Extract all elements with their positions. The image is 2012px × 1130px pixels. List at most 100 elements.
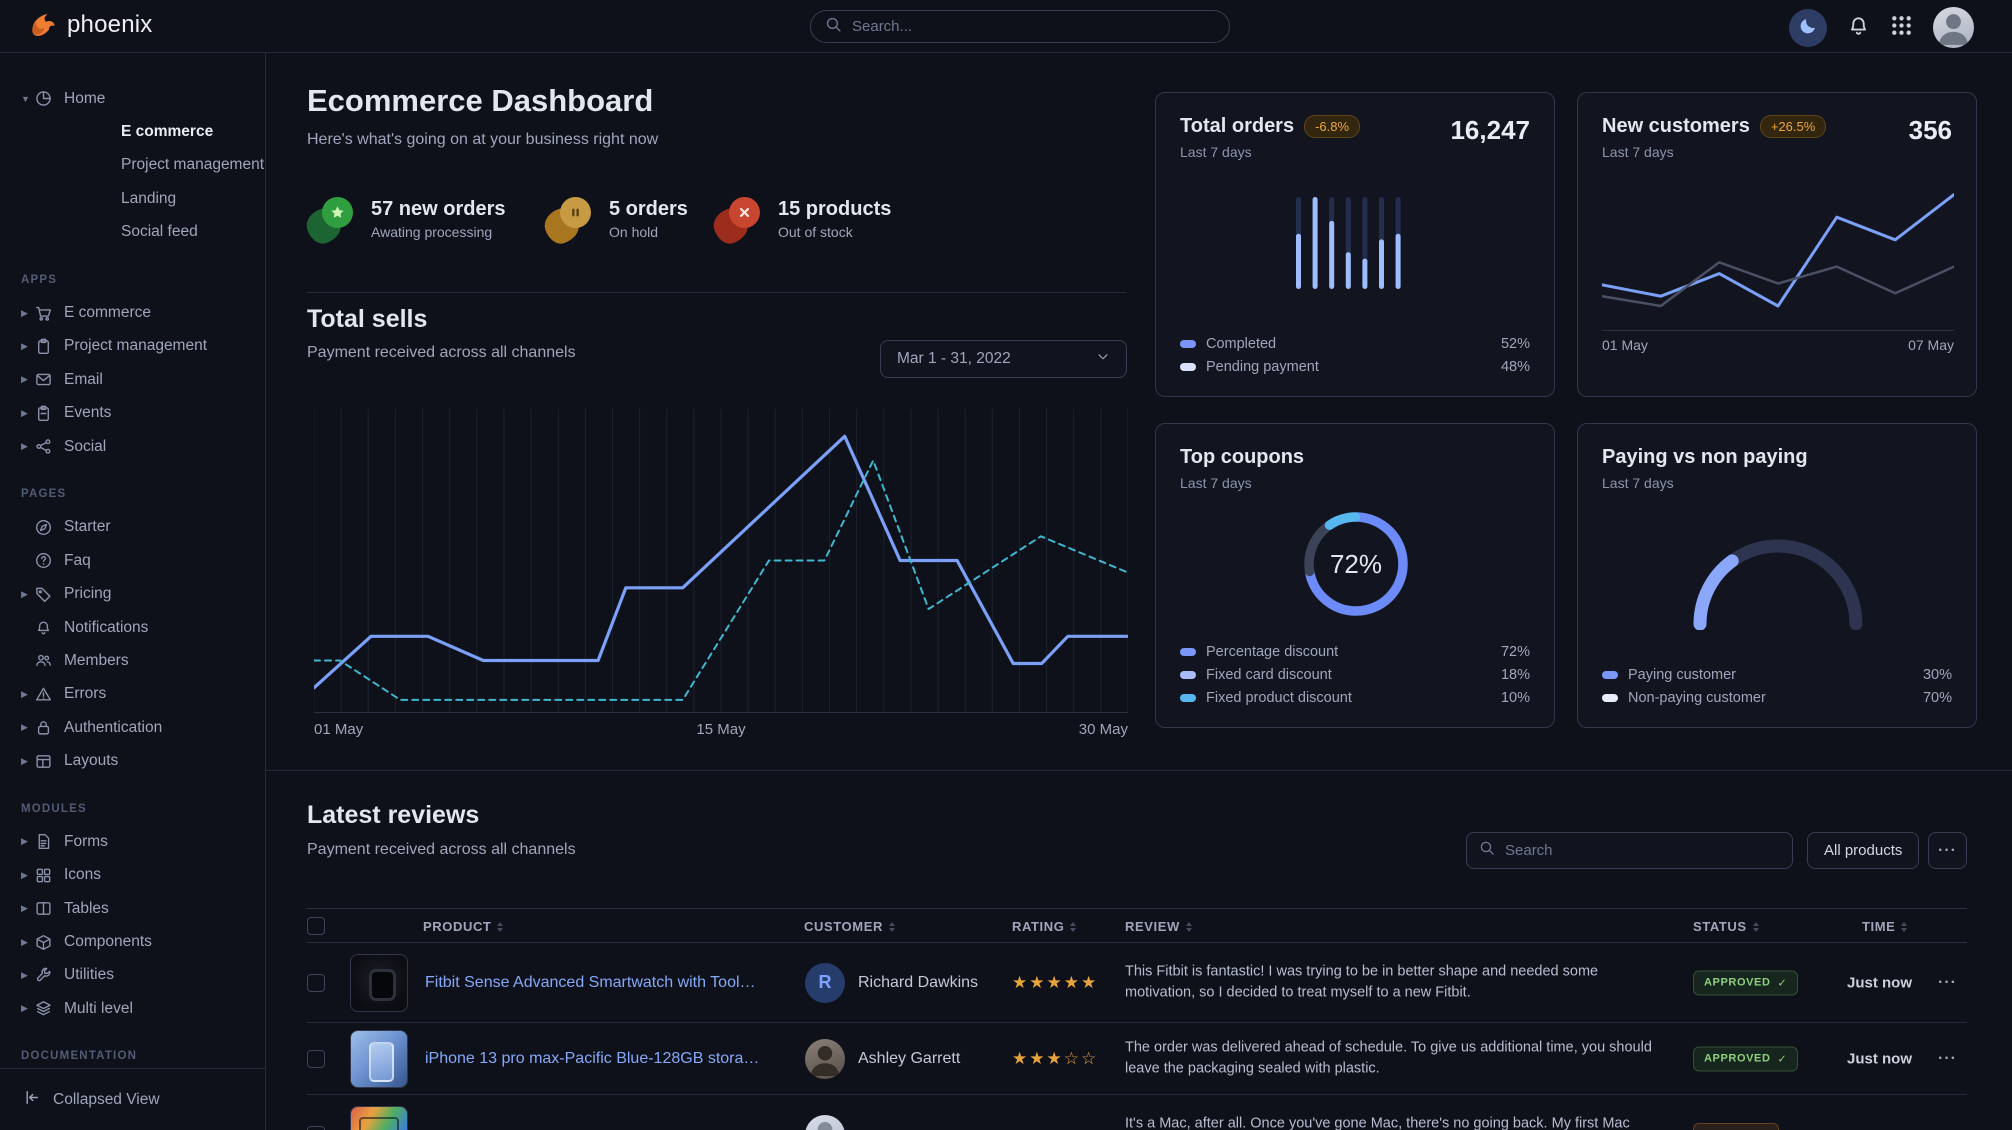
legend-item: Percentage discount 72%: [1180, 640, 1530, 663]
sidebar-item-label: Notifications: [64, 618, 149, 636]
sidebar-item-e-commerce[interactable]: E commerce: [0, 115, 265, 148]
product-link[interactable]: Fitbit Sense Advanced Smartwatch with To…: [425, 973, 760, 991]
row-checkbox[interactable]: [307, 973, 325, 992]
column-header-review[interactable]: REVIEW: [1125, 909, 1192, 944]
caret-icon: ▶: [21, 755, 28, 766]
product-link[interactable]: iPhone 13 pro max-Pacific Blue-128GB sto…: [425, 1049, 760, 1067]
sidebar-item-label: Events: [64, 404, 112, 422]
legend-value: 72%: [1500, 643, 1530, 660]
sidebar-item-label: Social: [64, 437, 107, 455]
sidebar-item-project-management[interactable]: ▶ Project management: [0, 330, 265, 363]
legend-label: Pending payment: [1206, 358, 1319, 375]
customer-avatar: [805, 1114, 845, 1130]
product-thumbnail[interactable]: [350, 953, 408, 1012]
legend-label: Paying customer: [1628, 666, 1736, 683]
wrench-icon: [35, 967, 64, 984]
sidebar-item-social-feed[interactable]: Social feed: [0, 216, 265, 249]
notifications-button[interactable]: [1847, 14, 1870, 42]
reviews-search-input[interactable]: [1505, 842, 1780, 859]
column-header-customer[interactable]: CUSTOMER: [804, 909, 895, 944]
theme-toggle-button[interactable]: [1789, 8, 1827, 47]
sidebar-item-tables[interactable]: ▶ Tables: [0, 892, 265, 925]
product-thumbnail[interactable]: [350, 1105, 408, 1130]
page-title: Ecommerce Dashboard: [307, 83, 654, 118]
bell-icon: [35, 619, 64, 636]
table-more-button[interactable]: ···: [1928, 832, 1967, 869]
sidebar-item-pricing[interactable]: ▶ Pricing: [0, 577, 265, 610]
column-header-status[interactable]: STATUS: [1693, 909, 1759, 944]
sort-icon: [888, 921, 895, 932]
customer-cell[interactable]: R: [805, 962, 845, 1003]
sidebar-item-landing[interactable]: Landing: [0, 182, 265, 215]
caret-icon: ▶: [21, 307, 28, 318]
column-label: CUSTOMER: [804, 919, 883, 934]
row-actions-button[interactable]: ···: [1938, 973, 1957, 991]
caret-icon: ▶: [21, 407, 28, 418]
legend-value: 18%: [1500, 666, 1530, 683]
apps-menu-button[interactable]: [1890, 14, 1913, 42]
collapse-sidebar-button[interactable]: Collapsed View: [0, 1068, 265, 1130]
sidebar-item-e-commerce[interactable]: ▶ E commerce: [0, 296, 265, 329]
total-sells-title: Total sells: [307, 305, 428, 333]
review-time: Just now: [1846, 974, 1912, 991]
sidebar-item-label: Faq: [64, 551, 91, 569]
customer-cell[interactable]: [805, 1114, 845, 1130]
bell-icon: [1847, 14, 1870, 42]
reviews-search[interactable]: [1466, 832, 1793, 869]
column-header-time[interactable]: TIME: [1862, 909, 1908, 944]
all-products-button[interactable]: All products: [1807, 832, 1920, 869]
column-label: TIME: [1862, 919, 1896, 934]
sidebar-item-errors[interactable]: ▶ Errors: [0, 678, 265, 711]
sidebar-item-members[interactable]: Members: [0, 644, 265, 677]
customer-cell[interactable]: [805, 1038, 845, 1079]
layers-icon: [35, 1000, 64, 1017]
sidebar-item-social[interactable]: ▶ Social: [0, 430, 265, 463]
sidebar-item-home[interactable]: ▼ Home: [0, 82, 265, 115]
sidebar-item-faq[interactable]: Faq: [0, 544, 265, 577]
column-header-product[interactable]: PRODUCT: [423, 909, 504, 944]
sidebar-item-multi-level[interactable]: ▶ Multi level: [0, 992, 265, 1025]
sidebar-item-utilities[interactable]: ▶ Utilities: [0, 959, 265, 992]
legend-swatch: [1180, 647, 1196, 656]
caret-icon: ▶: [21, 869, 28, 880]
caret-icon: ▶: [21, 340, 28, 351]
total-sells-x-labels: 01 May 15 May 30 May: [314, 721, 1128, 738]
sidebar-item-label: Members: [64, 651, 129, 669]
sidebar: ▼ Home E commerce Project management Landing…: [0, 53, 266, 1130]
select-all-checkbox[interactable]: [307, 916, 325, 935]
sidebar-item-components[interactable]: ▶ Components: [0, 925, 265, 958]
sidebar-item-email[interactable]: ▶ Email: [0, 363, 265, 396]
global-search[interactable]: [810, 10, 1230, 43]
sidebar-item-events[interactable]: ▶ Events: [0, 397, 265, 430]
share-icon: [35, 438, 64, 455]
sidebar-item-project-management[interactable]: Project management: [0, 149, 265, 182]
column-header-rating[interactable]: RATING: [1012, 909, 1077, 944]
legend-item: Non-paying customer 70%: [1602, 686, 1952, 709]
sidebar-item-starter[interactable]: Starter: [0, 511, 265, 544]
columns-icon: [35, 900, 64, 917]
card-period: Last 7 days: [1180, 475, 1252, 491]
sidebar-item-label: E commerce: [121, 123, 214, 141]
sidebar-item-forms[interactable]: ▶ Forms: [0, 825, 265, 858]
pie-icon: [35, 90, 64, 107]
sidebar-item-label: Home: [64, 89, 106, 107]
row-actions-button[interactable]: ···: [1938, 1049, 1957, 1067]
global-search-input[interactable]: [852, 18, 1215, 35]
sidebar-item-icons[interactable]: ▶ Icons: [0, 859, 265, 892]
product-thumbnail[interactable]: [350, 1029, 408, 1088]
brand[interactable]: phoenix: [28, 10, 152, 40]
section-divider: [307, 292, 1126, 293]
paying-gauge-chart: [1678, 520, 1878, 631]
latest-reviews-title: Latest reviews: [307, 801, 480, 829]
date-range-select[interactable]: Mar 1 - 31, 2022: [880, 340, 1127, 378]
sidebar-item-notifications[interactable]: Notifications: [0, 611, 265, 644]
row-checkbox[interactable]: [307, 1049, 325, 1068]
stat-sublabel: On hold: [609, 224, 659, 240]
sidebar-item-authentication[interactable]: ▶ Authentication: [0, 711, 265, 744]
caret-icon: ▶: [21, 374, 28, 385]
table-row: Fitbit Sense Advanced Smartwatch with To…: [307, 943, 1967, 1023]
user-avatar[interactable]: [1933, 7, 1974, 48]
sidebar-item-layouts[interactable]: ▶ Layouts: [0, 744, 265, 777]
row-checkbox[interactable]: [307, 1125, 325, 1130]
legend-swatch: [1180, 362, 1196, 371]
